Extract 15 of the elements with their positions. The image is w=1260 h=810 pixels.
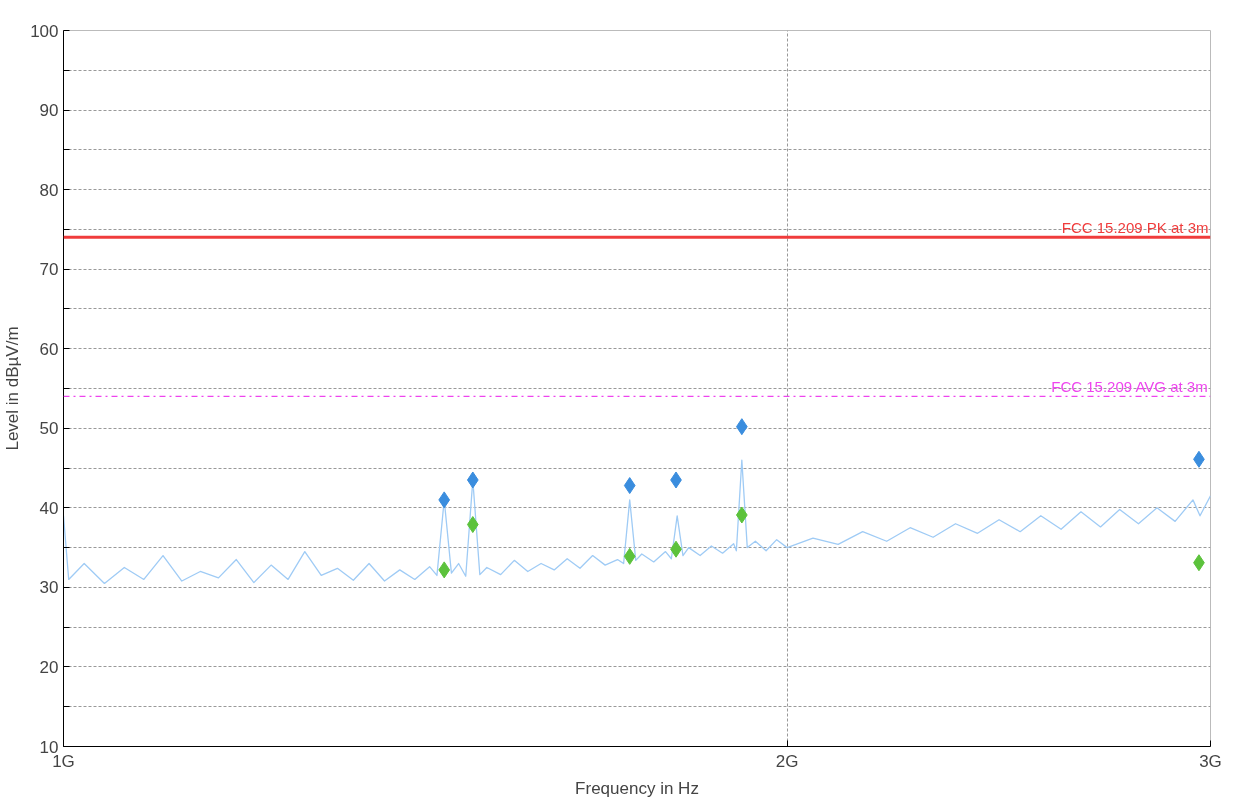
y-tick-label: 90 bbox=[39, 101, 59, 121]
ref-line-label: FCC 15.209 AVG at 3m bbox=[1051, 378, 1208, 396]
y-tick-label: 30 bbox=[39, 578, 59, 598]
x-tick-label: 3G bbox=[1199, 751, 1222, 771]
x-axis-title: Frequency in Hz bbox=[575, 778, 699, 798]
y-tick-label: 40 bbox=[39, 498, 59, 518]
ref-line-label: FCC 15.209 PK at 3m bbox=[1061, 219, 1209, 237]
y-tick-label: 80 bbox=[39, 180, 59, 200]
y-axis-title: Level in dBµV/m bbox=[3, 326, 23, 451]
y-tick-label: 100 bbox=[30, 21, 59, 41]
y-tick-label: 70 bbox=[39, 260, 59, 280]
y-tick-label: 60 bbox=[39, 339, 59, 359]
y-tick-label: 20 bbox=[39, 657, 59, 677]
y-tick-label: 50 bbox=[39, 419, 59, 439]
x-tick-label: 2G bbox=[775, 751, 799, 771]
